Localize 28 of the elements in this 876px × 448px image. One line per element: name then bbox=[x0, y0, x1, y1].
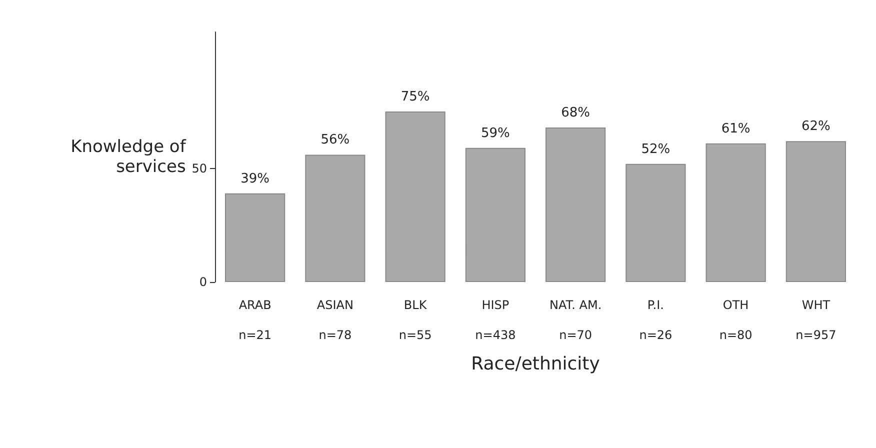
data-label: 56% bbox=[320, 132, 350, 148]
data-label: 52% bbox=[641, 142, 670, 157]
x-axis-title: Race/ethnicity bbox=[471, 353, 600, 374]
bar bbox=[465, 148, 526, 282]
bar bbox=[706, 143, 766, 282]
data-label: 59% bbox=[480, 126, 510, 141]
category-label: OTH n=80 bbox=[719, 298, 752, 342]
bar bbox=[385, 112, 446, 282]
category-label: P.I. n=26 bbox=[639, 298, 672, 342]
data-label: 39% bbox=[240, 171, 270, 186]
bar bbox=[305, 154, 366, 282]
bar bbox=[786, 141, 846, 282]
data-label: 62% bbox=[801, 119, 830, 134]
category-label: ASIAN n=78 bbox=[316, 298, 354, 342]
y-tick-label: 50 bbox=[192, 161, 207, 176]
bar bbox=[626, 164, 686, 282]
y-tick-label: 0 bbox=[199, 275, 207, 289]
data-label: 68% bbox=[561, 105, 590, 120]
data-label: 61% bbox=[721, 121, 750, 136]
category-label: ARAB n=21 bbox=[238, 298, 272, 342]
bar bbox=[546, 127, 606, 282]
data-label: 75% bbox=[400, 90, 430, 105]
category-label: BLK n=55 bbox=[398, 298, 432, 342]
category-label: HISP n=438 bbox=[475, 298, 516, 342]
category-label: NAT. AM. n=70 bbox=[549, 298, 602, 342]
category-label: WHT n=957 bbox=[796, 298, 836, 342]
y-axis-title: Knowledge of services bbox=[70, 137, 187, 177]
bar bbox=[225, 193, 286, 282]
